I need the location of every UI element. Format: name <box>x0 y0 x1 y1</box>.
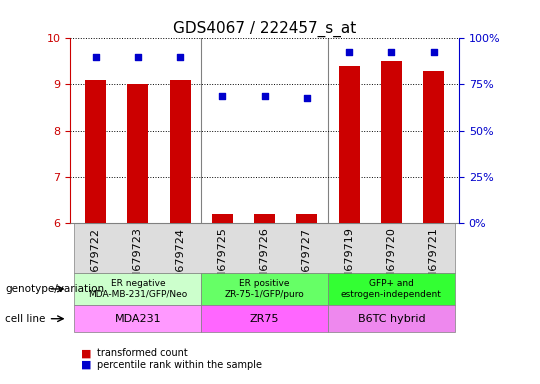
Text: transformed count: transformed count <box>97 348 188 358</box>
Point <box>387 49 396 55</box>
Text: B6TC hybrid: B6TC hybrid <box>357 314 425 324</box>
Bar <box>170 80 191 223</box>
Text: MDA231: MDA231 <box>114 314 161 324</box>
Text: cell line: cell line <box>5 314 46 324</box>
Point <box>429 49 438 55</box>
Point <box>260 93 269 99</box>
Point <box>133 54 142 60</box>
Bar <box>423 71 444 223</box>
Bar <box>212 214 233 223</box>
Text: ER negative
MDA-MB-231/GFP/Neo: ER negative MDA-MB-231/GFP/Neo <box>88 279 187 299</box>
Bar <box>296 214 318 223</box>
Bar <box>381 61 402 223</box>
Text: percentile rank within the sample: percentile rank within the sample <box>97 360 262 370</box>
Point <box>176 54 184 60</box>
Point <box>218 93 227 99</box>
Bar <box>339 66 360 223</box>
Bar <box>85 80 106 223</box>
Text: ■: ■ <box>81 348 91 358</box>
Text: ■: ■ <box>81 360 91 370</box>
Point <box>345 49 354 55</box>
Title: GDS4067 / 222457_s_at: GDS4067 / 222457_s_at <box>173 21 356 37</box>
Text: GFP+ and
estrogen-independent: GFP+ and estrogen-independent <box>341 279 442 299</box>
Text: genotype/variation: genotype/variation <box>5 284 105 294</box>
Text: ER positive
ZR-75-1/GFP/puro: ER positive ZR-75-1/GFP/puro <box>225 279 305 299</box>
Point <box>302 95 311 101</box>
Bar <box>127 84 149 223</box>
Bar <box>254 214 275 223</box>
Text: ZR75: ZR75 <box>250 314 279 324</box>
Point <box>91 54 100 60</box>
